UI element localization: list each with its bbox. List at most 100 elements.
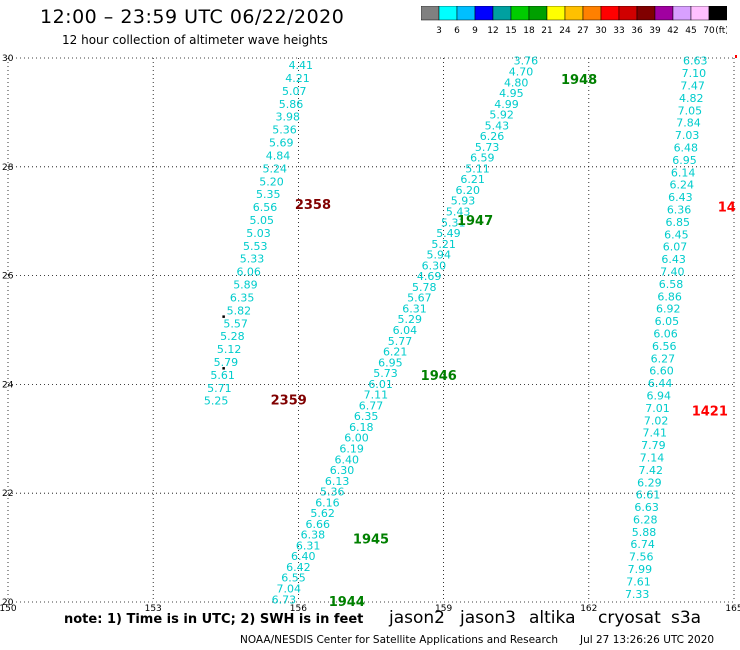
wave-height-label: 6.14 [671, 166, 696, 179]
wave-height-label: 6.77 [359, 399, 384, 412]
wave-height-label: 6.18 [349, 421, 374, 434]
wave-height-label: 7.56 [629, 551, 654, 564]
wave-height-label: 6.73 [272, 593, 297, 606]
wave-height-label: 7.14 [640, 451, 665, 464]
wave-height-label: 6.26 [480, 130, 505, 143]
wave-height-label: 6.66 [306, 518, 331, 531]
wave-height-label: 5.62 [310, 507, 335, 520]
wave-height-label: 6.61 [636, 489, 661, 502]
wave-height-label: 4.99 [494, 98, 519, 111]
wave-height-label: 6.95 [672, 154, 697, 167]
x-tick-label: 153 [145, 604, 162, 614]
wave-height-label: 5.35 [256, 188, 281, 201]
y-tick-label: 20 [2, 598, 14, 608]
wave-height-label: 5.67 [407, 292, 432, 305]
wave-height-label: 5.31 [441, 216, 466, 229]
legend-s3a: s3a [671, 608, 702, 628]
wave-height-label: 5.33 [240, 253, 265, 266]
pass-time-label: 2358 [295, 198, 331, 213]
wave-height-label: 6.19 [339, 442, 364, 455]
wave-height-label: 6.27 [651, 352, 676, 365]
scale-unit: (ft) [715, 26, 727, 36]
pass-time-label: 1948 [561, 73, 597, 88]
wave-height-label: 6.35 [230, 291, 255, 304]
wave-height-label: 5.05 [249, 214, 274, 227]
wave-height-label: 4.80 [504, 76, 529, 89]
pass-time-label: 14 [718, 201, 736, 216]
wave-height-label: 5.03 [246, 227, 271, 240]
wave-height-label: 6.29 [637, 476, 662, 489]
wave-height-label: 6.36 [667, 203, 692, 216]
wave-height-label: 4.84 [266, 149, 291, 162]
wave-height-label: 7.47 [680, 80, 705, 93]
wave-height-label: 7.40 [660, 265, 685, 278]
scale-swatch [708, 6, 727, 21]
scale-label: 3 [436, 26, 442, 36]
wave-height-label: 6.86 [657, 290, 682, 303]
scale-label: 12 [487, 26, 498, 36]
wave-height-label: 5.43 [485, 119, 510, 132]
wave-height-label: 6.31 [402, 302, 427, 315]
wave-height-label: 6.85 [665, 216, 690, 229]
wave-height-label: 5.77 [388, 335, 413, 348]
wave-height-label: 6.40 [291, 550, 316, 563]
chart-subtitle: 12 hour collection of altimeter wave hei… [62, 33, 328, 47]
wave-height-label: 7.02 [644, 414, 669, 427]
wave-height-label: 6.48 [674, 142, 699, 155]
wave-height-label: 5.73 [475, 141, 500, 154]
wave-height-label: 6.63 [634, 501, 659, 514]
wave-height-label: 5.11 [465, 162, 490, 175]
wave-height-label: 6.31 [296, 539, 321, 552]
wave-height-label: 5.79 [214, 356, 239, 369]
scale-label: 33 [613, 26, 624, 36]
x-tick-label: 165 [725, 604, 740, 614]
legend-altika: altika [529, 608, 576, 628]
scale-label: 9 [472, 26, 478, 36]
chart-title: 12:00 – 23:59 UTC 06/22/2020 [40, 6, 345, 28]
wave-height-label: 6.30 [422, 259, 447, 272]
wave-height-label: 6.30 [330, 464, 355, 477]
wave-height-label: 6.16 [315, 496, 340, 509]
edge-marker [735, 55, 737, 58]
credit-line: NOAA/NESDIS Center for Satellite Applica… [240, 634, 558, 646]
scale-label: 27 [577, 26, 588, 36]
wave-height-label: 3.98 [276, 111, 301, 124]
wave-height-label: 6.20 [456, 184, 481, 197]
y-tick-label: 22 [2, 489, 13, 499]
wave-height-label: 7.61 [626, 575, 651, 588]
footer-note: note: 1) Time is in UTC; 2) SWH is in fe… [64, 612, 364, 627]
y-tick-label: 26 [2, 272, 14, 282]
legend-jason3: jason3 [460, 608, 516, 628]
wave-height-label: 7.84 [676, 117, 701, 130]
wave-height-label: 6.92 [656, 303, 681, 316]
wave-height-label: 7.33 [625, 588, 650, 601]
wave-height-label: 6.44 [648, 377, 673, 390]
wave-height-label: 6.38 [301, 529, 326, 542]
wave-height-label: 5.88 [632, 526, 657, 539]
wave-height-label: 6.05 [655, 315, 680, 328]
scale-label: 21 [541, 26, 552, 36]
wave-height-label: 6.95 [378, 356, 403, 369]
pass-time-label: 1944 [329, 595, 365, 610]
wave-height-label: 7.42 [638, 464, 663, 477]
wave-height-label: 6.21 [460, 173, 485, 186]
wave-height-label: 7.10 [682, 67, 707, 80]
wave-height-label: 6.56 [652, 340, 677, 353]
wave-height-label: 5.86 [279, 98, 304, 111]
wave-height-label: 6.55 [281, 572, 306, 585]
wave-height-label: 6.06 [653, 327, 678, 340]
wave-height-label: 5.82 [227, 304, 252, 317]
wave-height-label: 5.53 [243, 240, 268, 253]
wave-height-label: 5.07 [282, 85, 307, 98]
x-tick-label: 150 [0, 604, 17, 614]
wave-height-label: 6.00 [344, 432, 369, 445]
wave-height-label: 5.94 [427, 249, 452, 262]
wave-height-label: 6.07 [663, 241, 688, 254]
wave-height-label: 6.01 [368, 378, 393, 391]
wave-height-label: 6.21 [383, 346, 408, 359]
pass-time-label: 2359 [271, 394, 307, 409]
scale-label: 15 [505, 26, 516, 36]
wave-height-label: 7.11 [364, 389, 389, 402]
scale-label: 6 [454, 26, 460, 36]
wave-height-label: 7.79 [641, 439, 666, 452]
